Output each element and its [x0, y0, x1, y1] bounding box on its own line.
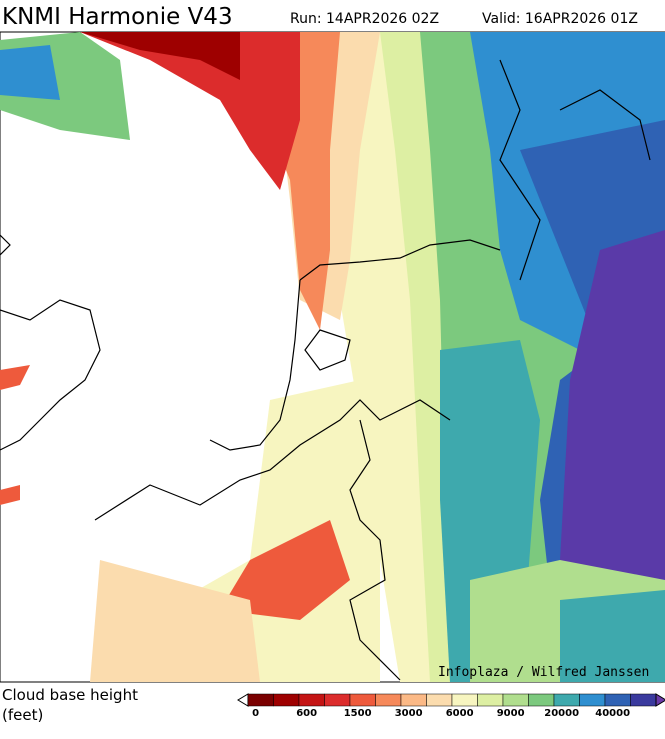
- colorbar-swatch: [324, 693, 351, 707]
- colorbar-label: 9000: [497, 708, 525, 719]
- colorbar-swatch: [630, 693, 657, 707]
- coastlines: [0, 59, 651, 681]
- colorbar-swatch: [579, 693, 606, 707]
- colorbar-label: 3000: [395, 708, 423, 719]
- valid-time: Valid: 16APR2026 01Z: [482, 11, 638, 27]
- colorbar-label: 0: [252, 708, 259, 719]
- colorbar-label: 20000: [544, 708, 579, 719]
- colorbar-swatch: [528, 693, 555, 707]
- colorbar-label: 1500: [344, 708, 372, 719]
- colorbar-label: 40000: [595, 708, 630, 719]
- colorbar-label: 6000: [446, 708, 474, 719]
- colorbar-swatch: [298, 693, 325, 707]
- colorbar-swatch: [451, 693, 478, 707]
- map-area: Infoplaza / Wilfred Janssen: [0, 31, 665, 683]
- colorbar-swatch: [502, 693, 529, 707]
- colorbar: 0 600 1500 3000 6000 9000 20000 40000: [237, 693, 665, 719]
- colorbar-swatch: [604, 693, 631, 707]
- colorbar-swatch: [349, 693, 376, 707]
- colorbar-swatch: [400, 693, 427, 707]
- colorbar-swatch: [426, 693, 453, 707]
- colorbar-swatch: [553, 693, 580, 707]
- colorbar-swatch: [375, 693, 402, 707]
- legend-title: Cloud base height: [2, 686, 138, 704]
- run-time: Run: 14APR2026 02Z: [290, 11, 439, 27]
- legend-unit: (feet): [2, 706, 43, 724]
- colorbar-label: 600: [296, 708, 317, 719]
- colorbar-arrow-left: [237, 693, 249, 707]
- map-title: KNMI Harmonie V43: [2, 4, 233, 30]
- colorbar-swatch: [477, 693, 504, 707]
- colorbar-swatch: [273, 693, 300, 707]
- colorbar-arrow-right: [655, 693, 665, 707]
- map-credit: Infoplaza / Wilfred Janssen: [438, 665, 649, 680]
- colorbar-swatch: [247, 693, 274, 707]
- cloud-field: [0, 32, 665, 682]
